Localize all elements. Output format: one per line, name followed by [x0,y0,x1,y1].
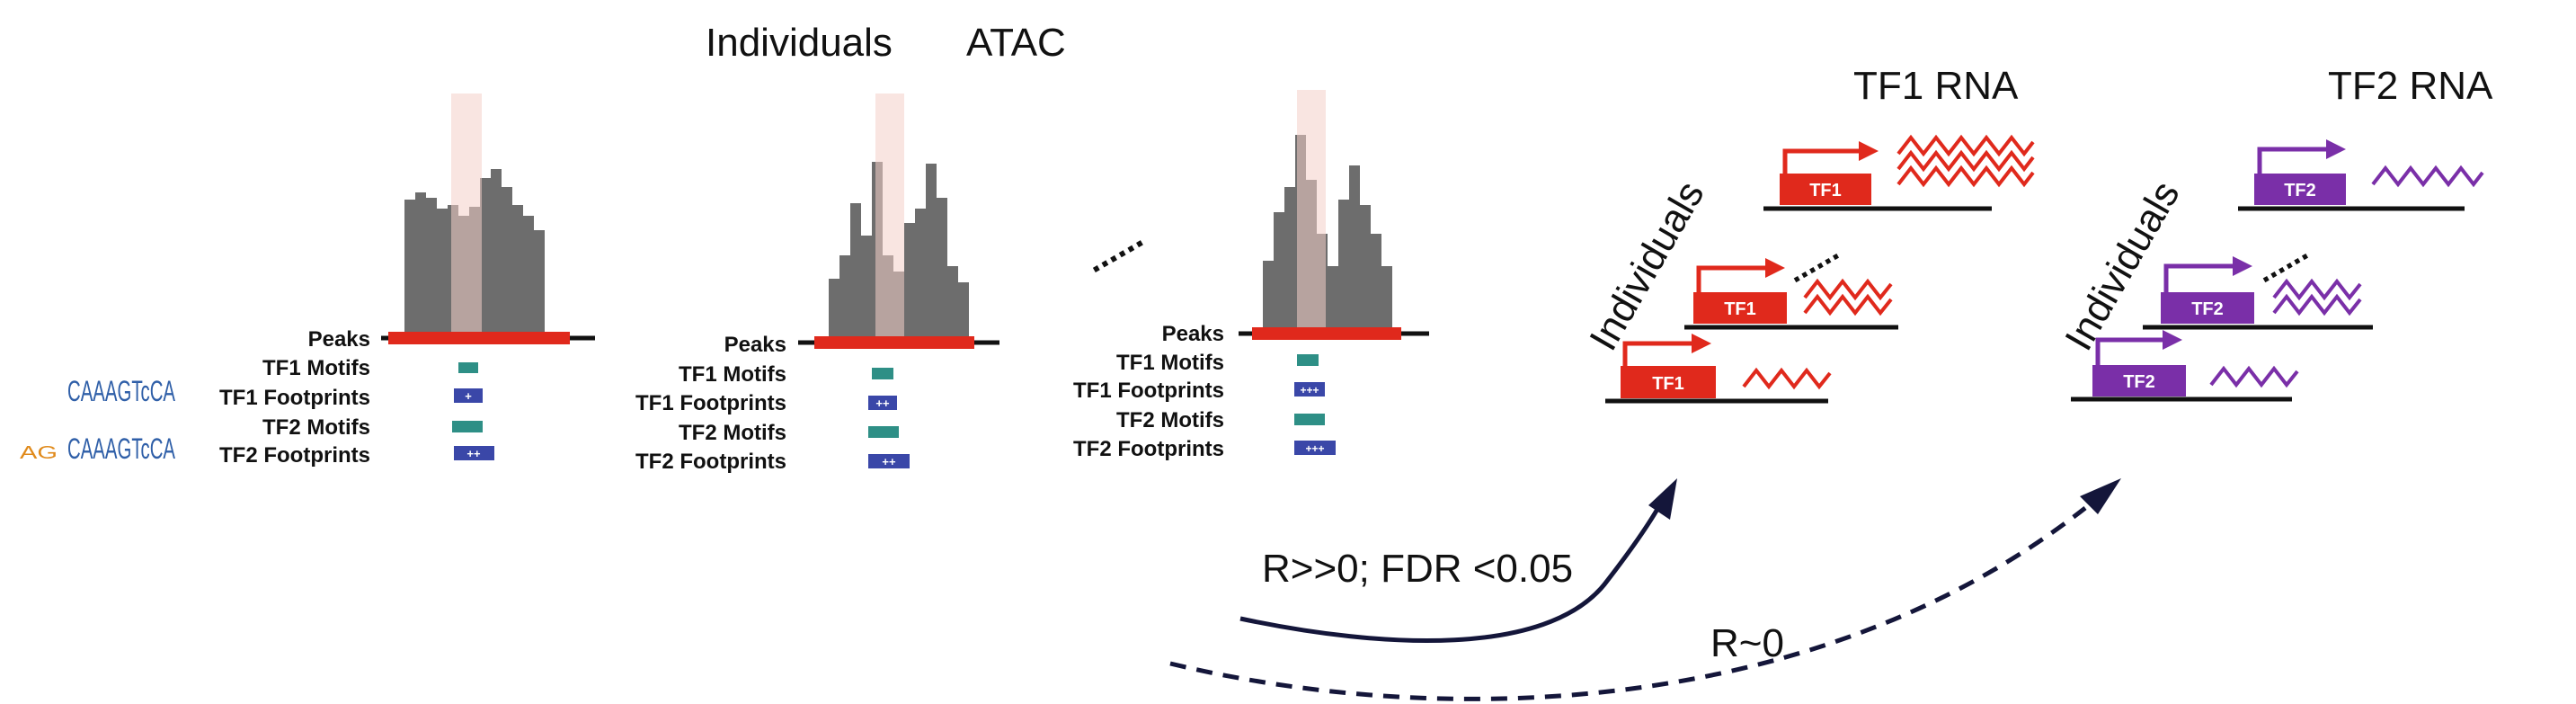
track-3-label-tf2-footprints: TF2 Footprints [1073,437,1224,461]
tf2-motif-logo-text: CAAAGTcCA [67,432,175,465]
track-1-label-tf2-motifs: TF2 Motifs [262,415,370,440]
track-1-tf2-footprint-mark: ++ [466,447,481,460]
tf1-individuals-label: Individuals [1581,174,1712,358]
tf1-gene-3-label: TF1 [1652,374,1684,394]
tf2-gene-ellipsis: ...... [2249,231,2314,290]
tf1-gene-1-arrowhead [1859,141,1879,161]
tf2-gene-3-promoter-arrow [2095,337,2164,365]
track-1-label-peaks: Peaks [308,327,370,352]
tf1-gene-2-arrowhead [1765,258,1785,278]
track-2-peak [814,336,974,349]
tf1-gene-3-transcripts [1742,367,1832,390]
track-2-tf1-motif [872,368,893,379]
track-2-label-tf2-footprints: TF2 Footprints [635,450,786,474]
tf2-gene-3-box [2092,365,2186,397]
tf2-gene-1-promoter-arrow [2257,147,2328,174]
tf1-gene-2-transcripts [1803,278,1893,316]
tf2-gene-3-arrowhead [2163,330,2182,350]
tf2-gene-3-transcripts [2209,365,2299,388]
tf1-correlation-label: R>>0; FDR <0.05 [1262,547,1573,591]
tf2-correlation-label: R~0 [1710,621,1784,665]
tf1-gene-1-box [1780,174,1871,205]
track-3-label-tf1-footprints: TF1 Footprints [1073,379,1224,403]
tf1-gene-1-promoter-arrow [1782,148,1861,174]
tf2-gene-2-transcripts [2272,278,2362,316]
header-individuals: Individuals [706,21,893,65]
tf1-gene-3-box [1621,366,1716,398]
track-1-peak [388,332,570,344]
track-3-highlight [1297,90,1326,331]
tf2-motif-logo: AG CAAAGTcCA [20,432,175,465]
track-3-tf2-footprint [1294,441,1336,455]
track-2-tf1-footprint-mark: ++ [875,397,890,410]
track-3-tf1-motif [1297,354,1319,366]
tf2-gene-3-label: TF2 [2123,372,2155,392]
tf1-motif-logo: CAAAGTcCA [67,375,175,407]
tf1-gene-2-promoter-arrow [1696,265,1767,292]
tf1-gene-3-arrowhead [1692,334,1711,353]
tf2-motif-logo-prefix: AG [20,443,58,463]
header-atac: ATAC [966,21,1066,65]
atac-track-2: Peaks TF1 Motifs TF1 Footprints TF2 Moti… [635,94,999,474]
tf2-gene-2-label: TF2 [2191,299,2224,319]
track-1-highlight [451,94,482,334]
track-1-tf1-motif [458,362,478,373]
tf1-correlation-arrow [1239,478,1677,643]
track-2-label-tf2-motifs: TF2 Motifs [679,421,786,445]
tf2-correlation-arrow [1169,478,2121,701]
tf1-gene-3-promoter-arrow [1622,341,1693,366]
track-1-tf2-motif [452,421,483,432]
atac-track-3: Peaks TF1 Motifs TF1 Footprints TF2 Moti… [1073,90,1429,461]
track-3-tf2-motif [1294,414,1325,425]
tf1-rna-panel: TF1 RNA Individuals TF1 ...... TF1 TF1 [1581,64,2035,404]
track-1-tf1-footprint-mark: + [465,389,472,403]
track-3-label-peaks: Peaks [1162,322,1224,346]
tf1-gene-1-label: TF1 [1809,181,1842,201]
tf1-gene-ellipsis: ...... [1780,231,1844,290]
tf1-gene-2-box [1693,292,1787,324]
tf2-gene-2-arrowhead [2233,256,2252,276]
track-3-tf2-footprint-mark: +++ [1305,442,1324,455]
track-1-tf1-footprint [454,388,483,403]
track-1-label-tf1-motifs: TF1 Motifs [262,356,370,380]
tf2-gene-1-label: TF2 [2284,181,2316,201]
tf2-gene-2-box [2161,292,2254,324]
track-2-label-tf1-footprints: TF1 Footprints [635,391,786,415]
tf2-rna-panel: TF2 RNA Individuals TF2 ...... TF2 TF2 [2056,64,2493,402]
track-2-tf2-footprint [868,454,910,468]
track-3-label-tf1-motifs: TF1 Motifs [1116,351,1224,375]
track-1-label-tf2-footprints: TF2 Footprints [219,443,370,468]
track-3-tf1-footprint-mark: +++ [1300,384,1319,397]
tf1-motif-logo-text: CAAAGTcCA [67,375,175,407]
track-2-tf2-motif [868,426,899,438]
track-2-label-peaks: Peaks [724,333,786,357]
tracks-ellipsis: ...... [1078,217,1150,281]
track-3-peak [1252,327,1401,340]
tf2-gene-1-arrowhead [2326,139,2346,159]
tf1-gene-2-label: TF1 [1724,299,1756,319]
tf1-gene-1-transcripts [1896,134,2035,188]
track-2-tf2-footprint-mark: ++ [882,455,896,468]
tf2-gene-1-box [2254,174,2346,205]
tf2-gene-1-transcripts [2371,165,2484,188]
tf1-correlation-arrowhead [1648,478,1677,520]
atac-track-1: Peaks TF1 Motifs TF1 Footprints TF2 Moti… [219,94,595,468]
tf2-correlation-arrowhead [2080,478,2121,514]
tf2-correlation-curve [1169,506,2087,701]
tf1-rna-title: TF1 RNA [1853,64,2019,108]
track-1-label-tf1-footprints: TF1 Footprints [219,386,370,410]
track-1-tf2-footprint [454,446,494,460]
track-2-tf1-footprint [868,396,897,410]
track-3-bars [1263,135,1392,331]
tf2-rna-title: TF2 RNA [2328,64,2493,108]
tf2-gene-2-promoter-arrow [2163,263,2234,292]
track-2-highlight [875,94,904,340]
track-2-label-tf1-motifs: TF1 Motifs [679,362,786,387]
track-3-label-tf2-motifs: TF2 Motifs [1116,408,1224,432]
tf1-correlation-curve [1239,495,1667,643]
track-3-tf1-footprint [1294,382,1325,397]
